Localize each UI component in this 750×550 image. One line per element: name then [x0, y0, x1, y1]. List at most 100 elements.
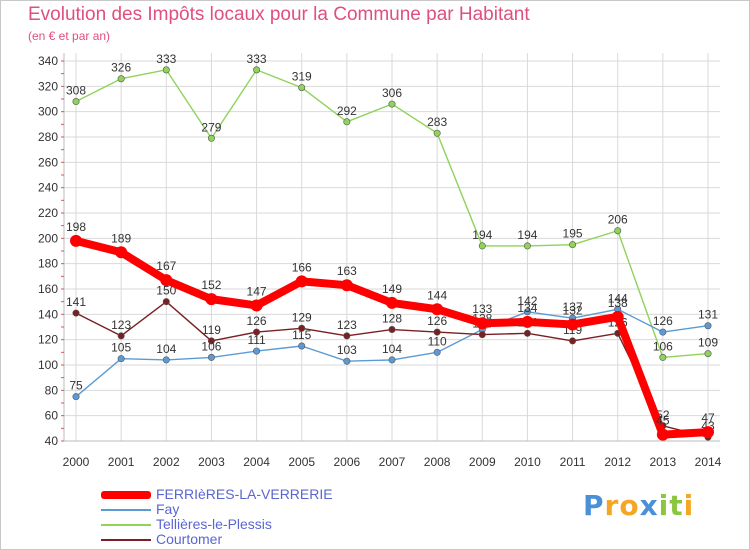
data-point — [295, 275, 308, 288]
y-tick-label: 280 — [38, 130, 58, 144]
y-tick-label: 140 — [38, 307, 58, 321]
data-label: 150 — [156, 284, 176, 298]
logo-letter: x — [639, 489, 659, 522]
data-point — [704, 322, 712, 330]
data-point — [117, 75, 125, 83]
legend-item-fay[interactable]: Fay — [101, 501, 361, 517]
chart-title: Evolution des Impôts locaux pour la Comm… — [28, 4, 530, 25]
data-point — [478, 242, 486, 250]
legend-label-courtomer: Courtomer — [156, 531, 223, 547]
y-tick-label: 320 — [38, 79, 58, 93]
data-label: 292 — [337, 104, 357, 118]
data-point — [523, 329, 531, 337]
x-tick-label: 2014 — [695, 455, 722, 469]
data-point — [117, 332, 125, 340]
chart-subtitle: (en € et par an) — [28, 29, 111, 43]
data-point — [162, 66, 170, 74]
data-point — [476, 317, 489, 330]
legend-item-courtomer[interactable]: Courtomer — [101, 531, 361, 547]
data-point — [72, 393, 80, 401]
data-label: 333 — [247, 52, 267, 66]
logo-letter: r — [604, 489, 620, 522]
data-point — [207, 337, 215, 345]
proxiti-logo: Proxiti — [583, 489, 694, 522]
data-label: 129 — [292, 310, 312, 324]
data-label: 283 — [427, 115, 447, 129]
data-label: 103 — [337, 343, 357, 357]
data-point — [72, 98, 80, 106]
logo-letter: i — [683, 489, 695, 522]
data-label: 115 — [292, 328, 311, 342]
data-label: 142 — [517, 294, 537, 308]
data-label: 152 — [201, 278, 221, 292]
legend-item-tellieres[interactable]: Tellières-le-Plessis — [101, 516, 361, 532]
data-point — [614, 227, 622, 235]
data-point — [250, 299, 263, 312]
y-tick-label: 60 — [45, 409, 59, 423]
data-point — [388, 100, 396, 108]
data-label: 128 — [382, 312, 402, 326]
data-point — [115, 246, 128, 259]
data-label: 109 — [698, 336, 718, 350]
data-label: 45 — [656, 414, 670, 428]
data-point — [298, 84, 306, 92]
logo-letter: o — [619, 489, 640, 522]
data-label: 104 — [156, 342, 176, 356]
data-label: 106 — [653, 339, 673, 353]
data-point — [659, 328, 667, 336]
data-label: 126 — [653, 314, 673, 328]
data-point — [569, 241, 577, 249]
y-tick-label: 100 — [38, 358, 58, 372]
data-point — [388, 356, 396, 364]
y-tick-label: 260 — [38, 155, 58, 169]
data-label: 149 — [382, 282, 402, 296]
x-tick-label: 2002 — [153, 455, 180, 469]
legend-item-ferrieres[interactable]: FERRIèRES-LA-VERRERIE — [101, 486, 361, 502]
legend-swatch-courtomer — [101, 538, 151, 541]
legend-swatch-fay — [101, 508, 151, 511]
y-tick-label: 160 — [38, 282, 58, 296]
data-label: 123 — [337, 318, 357, 332]
data-label: 111 — [247, 333, 266, 347]
data-label: 110 — [428, 334, 447, 348]
data-label: 131 — [698, 308, 718, 322]
data-label: 166 — [292, 260, 312, 274]
data-label: 144 — [427, 288, 447, 302]
x-tick-label: 2006 — [334, 455, 361, 469]
legend-label-tellieres: Tellières-le-Plessis — [156, 516, 272, 532]
data-label: 126 — [247, 314, 267, 328]
y-tick-label: 300 — [38, 105, 58, 119]
data-label: 138 — [608, 296, 628, 310]
x-tick-label: 2012 — [604, 455, 631, 469]
data-point — [386, 296, 398, 309]
data-label: 141 — [66, 295, 86, 309]
data-point — [298, 342, 306, 350]
y-tick-label: 340 — [38, 54, 58, 68]
data-point — [207, 353, 215, 361]
data-label: 163 — [337, 264, 357, 278]
data-point — [478, 331, 486, 339]
x-tick-label: 2013 — [650, 455, 677, 469]
data-point — [523, 242, 531, 250]
data-point — [253, 328, 261, 336]
data-label: 105 — [111, 341, 131, 355]
data-label: 308 — [66, 84, 86, 98]
data-label: 147 — [247, 284, 267, 298]
data-point — [72, 309, 80, 317]
logo-letter: P — [583, 489, 605, 522]
legend-swatch-ferrieres — [101, 490, 151, 499]
data-label: 195 — [563, 227, 583, 241]
data-point — [431, 303, 444, 316]
x-tick-label: 2001 — [108, 455, 135, 469]
data-point — [702, 426, 714, 439]
x-tick-label: 2000 — [63, 455, 90, 469]
data-point — [704, 350, 712, 358]
x-tick-label: 2008 — [424, 455, 451, 469]
data-label: 198 — [66, 220, 86, 234]
data-label: 126 — [427, 314, 447, 328]
data-point — [656, 428, 669, 441]
data-point — [162, 298, 170, 306]
logo-letter: i — [658, 489, 670, 522]
series-tellires: 308 326 333 279 333 319 292 306 283 194 194 195 206 1… — [66, 52, 718, 361]
